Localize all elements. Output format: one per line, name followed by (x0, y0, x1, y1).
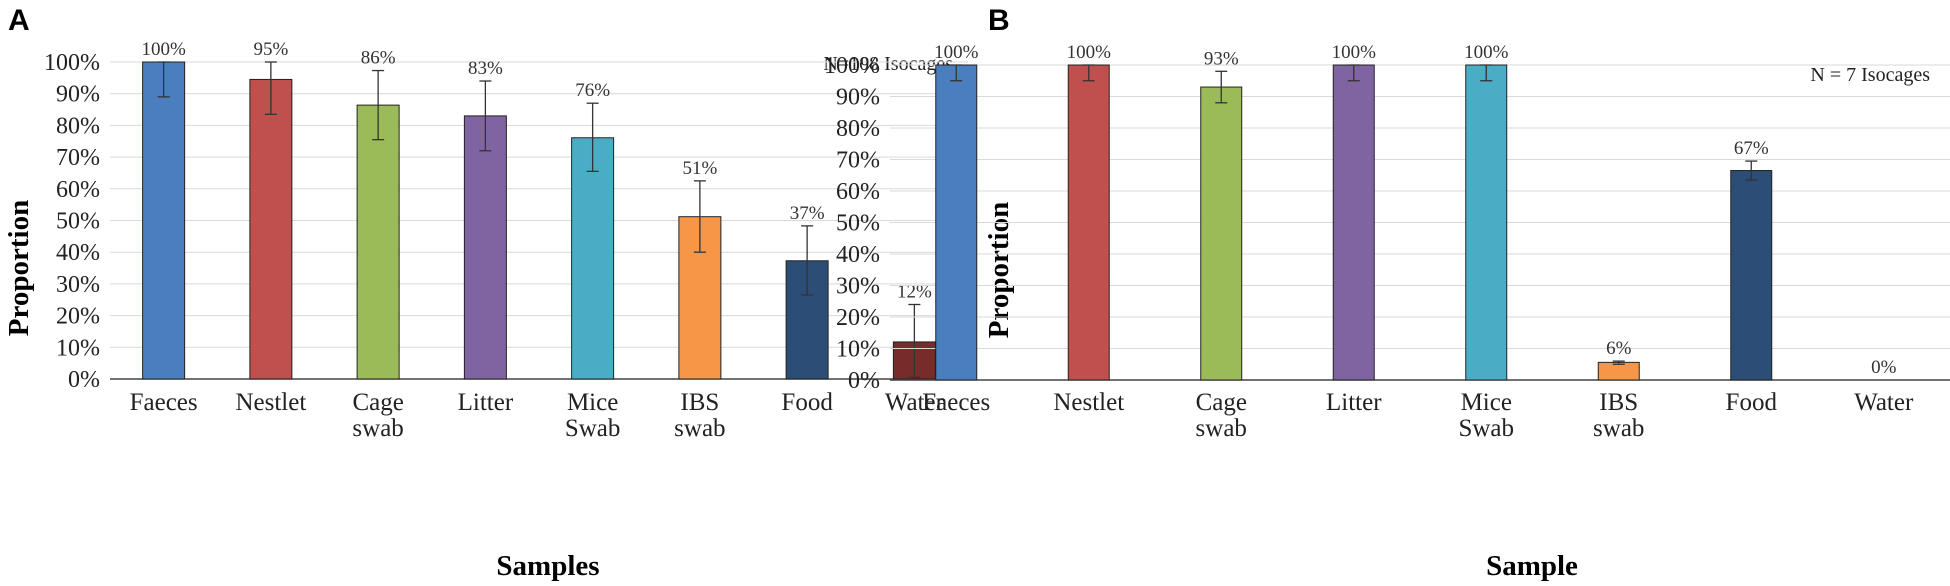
y-tick-label: 60% (836, 179, 880, 205)
y-tick-label: 50% (836, 211, 880, 237)
error-bar (586, 102, 599, 173)
data-label: 95% (253, 39, 288, 60)
y-tick-label: 30% (836, 274, 880, 300)
panel-letter-a: A (8, 4, 30, 37)
data-label: 100% (1332, 42, 1377, 63)
y-tick-label: 40% (836, 242, 880, 268)
annotation-b: N = 7 Isocages (1810, 64, 1930, 86)
x-axis-title-a: Samples (496, 550, 599, 582)
data-label: 93% (1204, 48, 1239, 69)
x-tick-label: Litter (458, 389, 514, 416)
y-tick-label: 10% (56, 335, 100, 361)
error-bar (1347, 64, 1360, 82)
data-label: 12% (897, 282, 932, 303)
error-bar (950, 64, 963, 82)
bars-a: 100% 95% 86% 83% 76% 51% 37% 12% (141, 39, 936, 380)
data-label: 0% (1871, 357, 1897, 378)
y-ticks-a: 0% 10% 20% 30% 40% 50% 60% 70% 80% 90% 100% (44, 50, 100, 393)
x-axis-title-b: Sample (1486, 550, 1578, 582)
x-tick-label: IBS swab (1593, 389, 1644, 442)
x-tick-label: Water (885, 389, 945, 416)
y-tick-label: 40% (56, 240, 100, 266)
data-label: 67% (1734, 138, 1769, 159)
y-tick-label: 90% (56, 82, 100, 108)
x-tick-label: Faeces (130, 389, 198, 416)
bar (935, 64, 978, 381)
y-tick-label: 100% (44, 50, 100, 76)
y-tick-label: 30% (56, 272, 100, 298)
x-tick-label: Faeces (922, 389, 990, 416)
x-tick-label: Nestlet (235, 389, 306, 416)
error-bar (1082, 64, 1095, 82)
y-tick-label: 50% (56, 209, 100, 235)
data-label: 83% (468, 58, 503, 79)
data-label: 86% (361, 48, 396, 69)
x-tick-label: Food (781, 389, 833, 416)
y-ticks-b: 0% 10% 20% 30% 40% 50% 60% 70% 80% 90% 100% (824, 53, 880, 394)
bar (1200, 86, 1243, 381)
y-tick-label: 80% (56, 113, 100, 139)
error-bar (801, 225, 814, 296)
y-tick-label: 100% (824, 53, 880, 79)
bar (249, 78, 293, 380)
bar (1465, 64, 1508, 381)
x-tick-label: IBS swab (674, 389, 725, 442)
data-label: 37% (790, 203, 825, 224)
panel-letter-b: B (988, 4, 1010, 37)
y-axis-title-b: Proportion (983, 202, 1015, 338)
x-tick-label: Litter (1326, 389, 1382, 416)
y-axis-title-a: Proportion (3, 200, 35, 336)
error-bar (264, 61, 277, 115)
error-bar (1612, 360, 1625, 365)
x-tick-label: Cage swab (1196, 389, 1247, 442)
y-tick-label: 0% (848, 368, 880, 394)
bar (571, 137, 615, 380)
error-bar (1745, 160, 1758, 181)
y-tick-label: 70% (56, 145, 100, 171)
data-label: 100% (1067, 42, 1112, 63)
data-label: 100% (1464, 42, 1509, 63)
bar (463, 115, 507, 380)
x-tick-label: Mice Swab (1458, 389, 1514, 442)
data-label: 100% (934, 42, 979, 63)
bar (142, 61, 186, 380)
bars-b: 100% 100% 93% 100% 100% 6% 67% 0% (934, 42, 1897, 381)
error-bar (479, 80, 492, 152)
y-tick-label: 60% (56, 177, 100, 203)
y-tick-label: 90% (836, 85, 880, 111)
bar (1332, 64, 1375, 381)
data-label: 76% (575, 80, 610, 101)
annotation-a: N=108 Isocages (823, 53, 953, 75)
x-tick-label: Nestlet (1053, 389, 1124, 416)
error-bar (157, 61, 170, 98)
y-tick-label: 80% (836, 116, 880, 142)
bar (1067, 64, 1110, 381)
error-bar (693, 180, 706, 253)
bar (1730, 170, 1773, 381)
data-label: 6% (1606, 338, 1632, 359)
chart-panel-a: A N=108 Isocages Samples Proportion 0%10… (3, 4, 968, 582)
y-tick-label: 10% (836, 337, 880, 363)
y-tick-label: 20% (836, 305, 880, 331)
x-tick-label: Mice Swab (565, 389, 621, 442)
y-tick-label: 20% (56, 304, 100, 330)
data-label: 100% (141, 39, 186, 60)
chart-panel-b: B N = 7 Isocages Sample Proportion 0% 10%… (824, 4, 1950, 582)
gridlines-b (890, 64, 1950, 349)
bar (1597, 361, 1640, 381)
bar (356, 104, 400, 380)
y-tick-label: 0% (68, 367, 100, 393)
error-bar (372, 69, 385, 141)
data-label: 51% (682, 158, 717, 179)
error-bar (1480, 64, 1493, 82)
x-tick-label: Water (1854, 389, 1914, 416)
x-tick-label: Cage swab (352, 389, 403, 442)
y-tick-label: 70% (836, 148, 880, 174)
x-tick-label: Food (1726, 389, 1778, 416)
error-bar (1215, 70, 1228, 104)
